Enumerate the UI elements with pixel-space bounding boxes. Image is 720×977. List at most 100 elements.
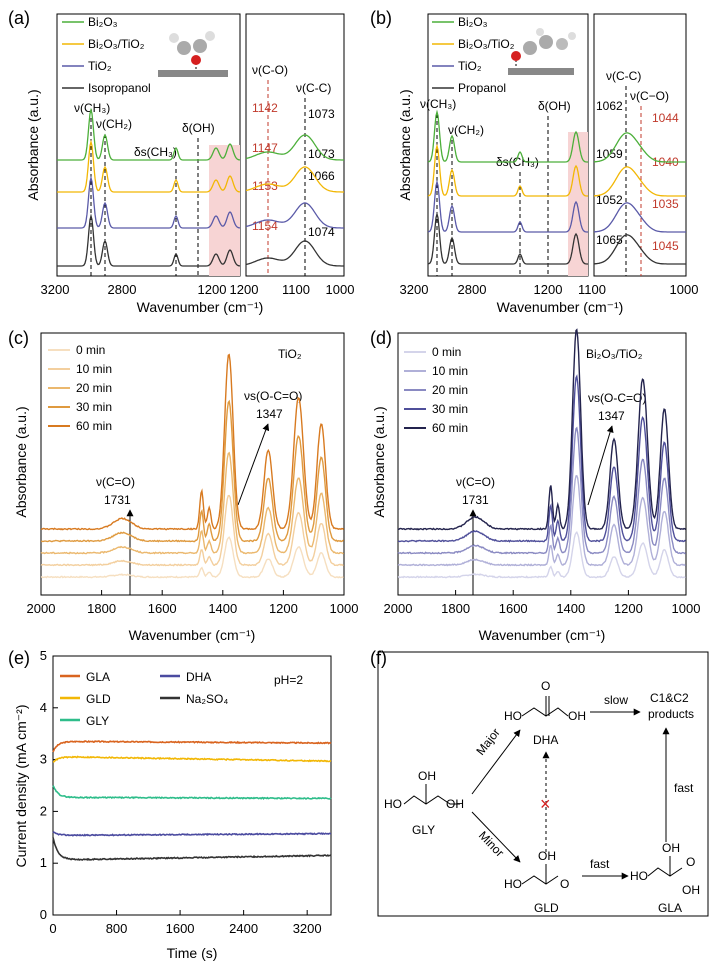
panel-a-cc-peak: 1073	[308, 107, 335, 121]
panel-a-co-peak: 1147	[252, 141, 278, 155]
spectrum-right-1	[245, 166, 344, 193]
y-tick-label: 4	[40, 700, 47, 715]
molecule-label: products	[648, 707, 694, 721]
panel-f: (f) HO OH OH GLY Major Minor HO O OH DHA…	[370, 648, 709, 917]
panel-d-ylabel: Absorbance (a.u.)	[371, 406, 387, 517]
panel-b-tick: 1200	[534, 282, 563, 297]
panel-a-annotation: ν(CH₃)	[74, 101, 110, 115]
x-tick-label: 1000	[330, 601, 359, 616]
panel-b-cc-peak: 1052	[596, 193, 623, 207]
panel-b-xlabel: Wavenumber (cm⁻¹)	[497, 299, 624, 315]
x-tick-label: 1400	[208, 601, 237, 616]
series-20-min	[397, 426, 686, 555]
panel-a-annotation: ν(CH₂)	[96, 117, 132, 131]
panel-d-arrow	[587, 425, 614, 506]
panel-b-annotation: ν(C−O)	[630, 89, 669, 103]
panel-b: (b) Absorbance (a.u.) Wavenumber (cm⁻¹) …	[370, 8, 698, 315]
legend-label: 0 min	[76, 343, 105, 357]
molecule-label: GLY	[412, 823, 435, 837]
y-tick-label: 5	[40, 648, 47, 663]
panel-d-title: Bi₂O₃/TiO₂	[586, 347, 643, 361]
panel-c-frame	[40, 332, 345, 596]
arrow-label: Minor	[476, 828, 507, 859]
panel-c: (c) Absorbance (a.u.) Wavenumber (cm⁻¹) …	[8, 328, 358, 643]
spectrum-left-1	[427, 143, 588, 197]
spectrum-right-3	[245, 240, 344, 267]
series-60-min	[397, 328, 687, 531]
panel-e-ylabel: Current density (mA cm⁻²)	[13, 705, 29, 868]
panel-d-xlabel: Wavenumber (cm⁻¹)	[479, 627, 606, 643]
panel-c-xlabel: Wavenumber (cm⁻¹)	[129, 627, 256, 643]
molecule-label: GLA	[658, 901, 682, 915]
blocked-mark: ×	[540, 794, 551, 814]
x-tick-label: 2000	[384, 601, 413, 616]
molecule-label: GLD	[534, 901, 559, 915]
legend-label: TiO₂	[88, 59, 112, 73]
panel-b-annotation: δs(CH₃)	[496, 155, 539, 169]
legend-label: 30 min	[432, 402, 468, 416]
x-tick-label: 800	[106, 921, 128, 936]
legend-label: 60 min	[432, 421, 468, 435]
series-10-min	[40, 494, 344, 567]
legend-label: TiO₂	[458, 59, 482, 73]
bond	[521, 875, 559, 885]
panel-d-legend: 0 min 10 min 20 min 30 min 60 min	[404, 345, 468, 435]
x-tick-label: 1400	[556, 601, 585, 616]
series-10-min	[397, 474, 686, 567]
x-tick-label: 1800	[87, 601, 116, 616]
arrow-label: slow	[604, 693, 628, 707]
panel-a-cc-peak: 1074	[308, 225, 335, 239]
y-tick-label: 2	[40, 803, 47, 818]
panel-a-annotation: δ(OH)	[182, 121, 215, 135]
spectrum-right-3	[594, 234, 686, 265]
legend-label: Na₂SO₄	[186, 692, 228, 706]
legend-label: GLA	[86, 670, 110, 684]
panel-d-frame	[397, 332, 687, 596]
legend-label: Bi₂O₃	[458, 15, 488, 29]
panel-a-label: (a)	[8, 8, 30, 28]
series-30-min	[40, 399, 344, 543]
panel-b-tick: 3200	[400, 282, 429, 297]
series-30-min	[397, 374, 686, 543]
series-GLD	[53, 755, 332, 763]
series-60-min	[40, 353, 345, 531]
x-tick-label: 1800	[441, 601, 470, 616]
panel-b-label: (b)	[370, 8, 392, 28]
legend-label: Isopropanol	[88, 81, 151, 95]
legend-label: Bi₂O₃/TiO₂	[88, 37, 145, 51]
panel-a-molecule-icon	[158, 31, 228, 77]
legend-label: Bi₂O₃/TiO₂	[458, 37, 515, 51]
atom-label: HO	[504, 877, 522, 891]
panel-a-highlight	[209, 145, 240, 276]
series-GLA	[52, 739, 332, 753]
panel-c-legend: 0 min 10 min 20 min 30 min 60 min	[48, 343, 112, 433]
molecule-label: DHA	[533, 733, 558, 747]
arrow-label: Major	[473, 726, 503, 758]
legend-label: 10 min	[432, 364, 468, 378]
panel-a-tick: 1100	[282, 282, 310, 297]
panel-c-ylabel: Absorbance (a.u.)	[13, 406, 29, 517]
atom-label: O	[686, 855, 695, 869]
spectrum-right-2	[245, 202, 344, 229]
panel-b-tick: 1000	[670, 282, 699, 297]
panel-c-title: TiO₂	[278, 347, 302, 361]
panel-b-tick: 1100	[578, 282, 606, 297]
panel-a-annotation: δs(CH₃)	[134, 145, 177, 159]
spectrum-left-3	[57, 213, 241, 267]
legend-label: 60 min	[76, 419, 112, 433]
spectrum-left-2	[57, 175, 241, 229]
legend-label: Propanol	[458, 81, 506, 95]
x-tick-label: 2000	[27, 601, 56, 616]
panel-c-label: (c)	[8, 328, 29, 348]
x-tick-label: 2400	[229, 921, 258, 936]
panel-b-highlight	[568, 132, 588, 276]
panel-d-label: (d)	[370, 328, 392, 348]
panel-b-ylabel: Absorbance (a.u.)	[397, 89, 413, 200]
x-tick-label: 1200	[269, 601, 298, 616]
panel-e-label: (e)	[8, 648, 30, 668]
panel-b-annotation: ν(C-C)	[606, 69, 641, 83]
series-DHA	[52, 831, 332, 837]
legend-label: 10 min	[76, 362, 112, 376]
panel-f-frame	[377, 651, 709, 917]
panel-d-annotation: 1731	[462, 493, 489, 507]
